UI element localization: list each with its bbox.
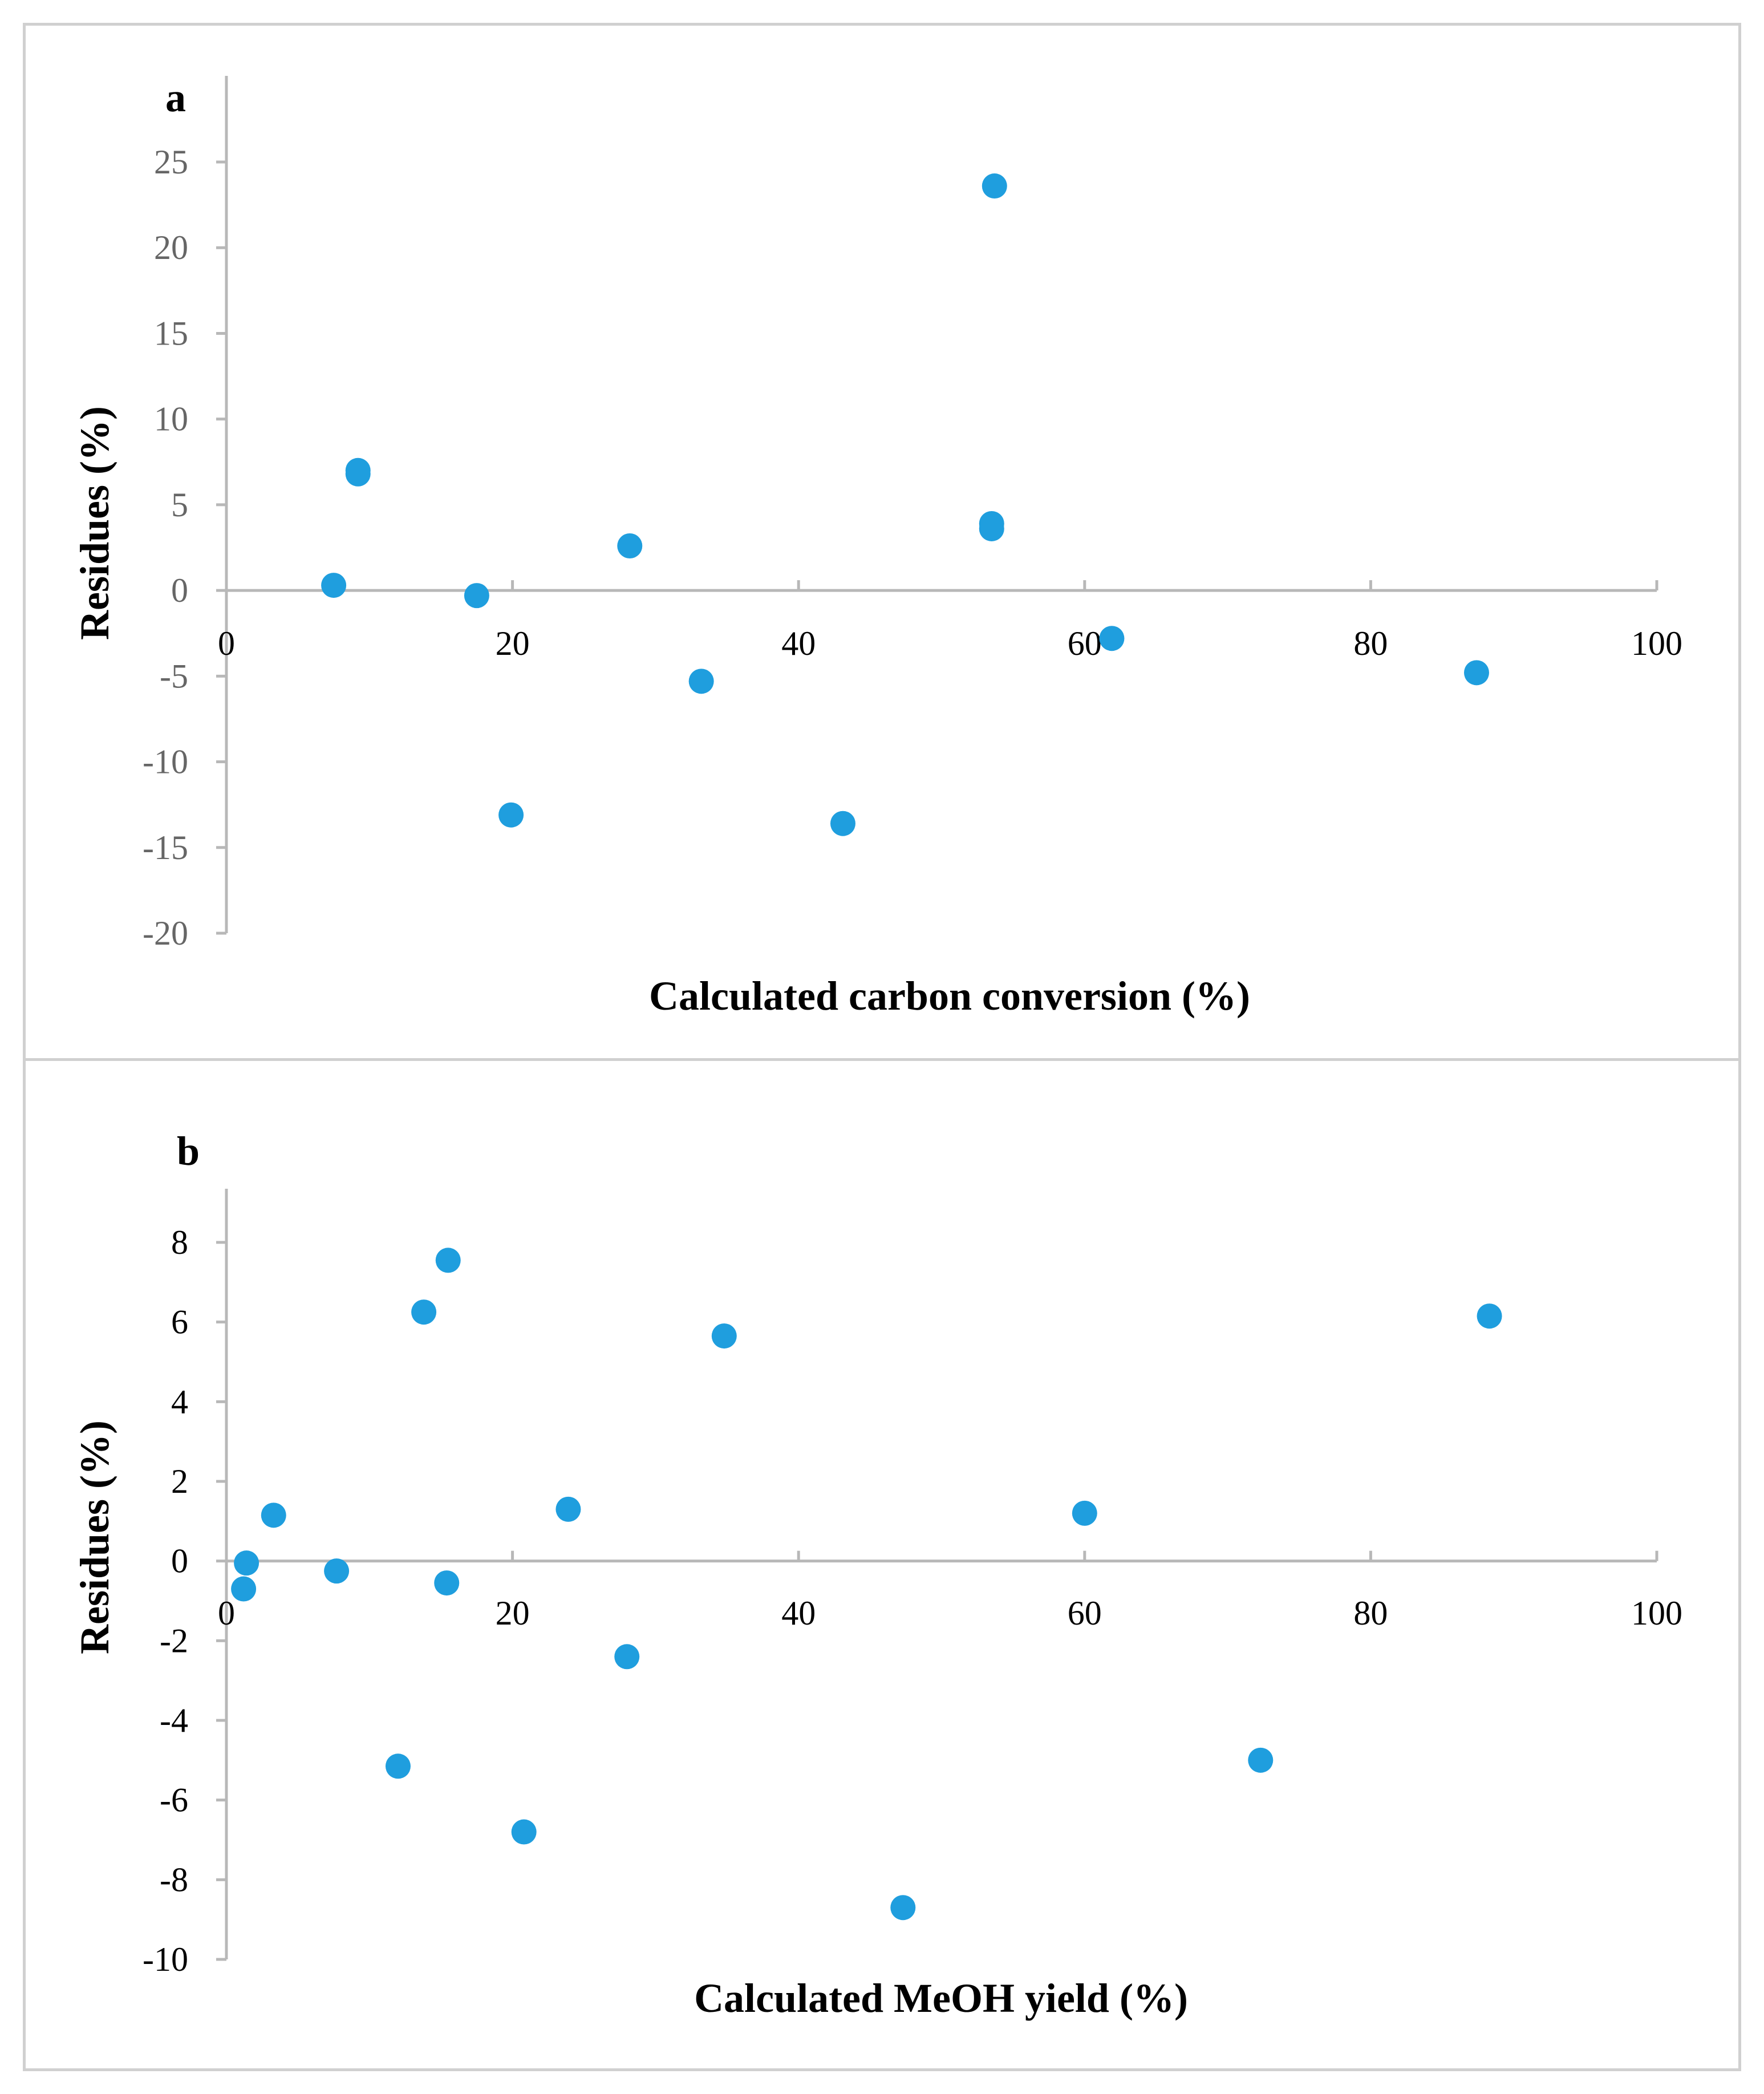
chart-a-x-tick-label: 80 xyxy=(1353,625,1388,662)
chart-b-data-point xyxy=(261,1502,286,1528)
chart-b-x-tick-label: 100 xyxy=(1631,1594,1682,1632)
chart-a-y-tick-label: 0 xyxy=(171,572,188,609)
chart-a-data-point xyxy=(982,173,1007,199)
chart-b-y-tick-label: 8 xyxy=(171,1224,188,1261)
chart-a-data-point xyxy=(830,811,855,836)
chart-a-y-tick-label: 10 xyxy=(154,400,188,438)
chart-b-data-point xyxy=(555,1496,581,1522)
chart-b-data-point xyxy=(435,1248,461,1273)
chart-a-y-axis-title: Residues (%) xyxy=(72,406,117,640)
chart-b-y-tick-label: 2 xyxy=(171,1463,188,1500)
chart-b-data-point xyxy=(411,1299,437,1325)
chart-b-x-tick-label: 40 xyxy=(781,1594,816,1632)
chart-a-y-tick-label: 25 xyxy=(154,143,188,181)
chart-b-x-tick-label: 80 xyxy=(1353,1594,1388,1632)
chart-a-y-tick-label: 20 xyxy=(154,229,188,266)
chart-b-data-point xyxy=(890,1895,916,1921)
chart-a-y-tick-label: -5 xyxy=(160,657,188,695)
chart-b-data-point xyxy=(711,1323,737,1349)
chart-a-x-axis-title: Calculated carbon conversion (%) xyxy=(649,973,1250,1019)
chart-b-y-tick-label: -8 xyxy=(160,1861,188,1898)
chart-a-data-point xyxy=(498,802,524,828)
chart-a-x-tick-label: 40 xyxy=(781,625,816,662)
chart-b-data-point xyxy=(231,1576,257,1602)
chart-a-data-point xyxy=(345,461,371,487)
chart-b-data-point xyxy=(324,1558,350,1584)
chart-a-data-point xyxy=(464,583,489,609)
chart-b-x-tick-label: 20 xyxy=(496,1594,530,1632)
panel-b xyxy=(23,1058,1741,2071)
chart-b-y-axis-title: Residues (%) xyxy=(72,1420,117,1654)
chart-a-plot: -20 -15 -10 -5 0 5 10 15 20 25 0 20 40 60 80 100 xyxy=(143,76,1682,952)
chart-a-y-tick-label: -10 xyxy=(143,743,188,781)
chart-b-data-point xyxy=(234,1550,259,1576)
chart-a-x-tick-label: 20 xyxy=(496,625,530,662)
chart-b-data-point xyxy=(1248,1747,1274,1773)
chart-b-y-tick-label: -2 xyxy=(160,1622,188,1659)
chart-b-x-axis-title: Calculated MeOH yield (%) xyxy=(694,1975,1188,2021)
chart-a-x-tick-label: 60 xyxy=(1068,625,1102,662)
chart-a-data-point xyxy=(617,533,643,558)
chart-b-x-tick-label: 0 xyxy=(218,1594,235,1632)
chart-a-y-tick-label: -20 xyxy=(143,914,188,952)
panel-b-label: b xyxy=(177,1128,200,1174)
chart-a-y-tick-label: -15 xyxy=(143,829,188,866)
chart-b-data-point xyxy=(385,1753,411,1779)
chart-b-y-tick-label: 0 xyxy=(171,1542,188,1580)
chart-a-y-tick-label: 15 xyxy=(154,314,188,352)
chart-b-y-tick-label: 6 xyxy=(171,1303,188,1341)
chart-a-data-point xyxy=(1463,660,1489,686)
chart-b-y-tick-label: -4 xyxy=(160,1702,188,1739)
chart-a-data-point xyxy=(1099,626,1125,651)
chart-a-data-point xyxy=(321,573,347,598)
chart-b-x-tick-label: 60 xyxy=(1068,1594,1102,1632)
chart-a-x-tick-label: 100 xyxy=(1631,625,1682,662)
chart-b-data-point xyxy=(434,1570,460,1596)
chart-a-y-tick-label: 5 xyxy=(171,486,188,524)
chart-b-y-tick-label: 4 xyxy=(171,1383,188,1420)
chart-a-data-point xyxy=(979,516,1004,541)
chart-a-data-point xyxy=(688,669,714,694)
panel-a-label: a xyxy=(165,75,186,120)
chart-a-x-tick-label: 0 xyxy=(218,625,235,662)
chart-b-data-point xyxy=(614,1644,640,1670)
chart-b-data-point xyxy=(1072,1500,1097,1526)
panel-a xyxy=(23,23,1741,1061)
chart-b-data-point xyxy=(511,1819,537,1845)
chart-b-data-point xyxy=(1477,1303,1502,1329)
chart-b-y-tick-label: -6 xyxy=(160,1781,188,1819)
chart-b-y-tick-label: -10 xyxy=(143,1941,188,1978)
